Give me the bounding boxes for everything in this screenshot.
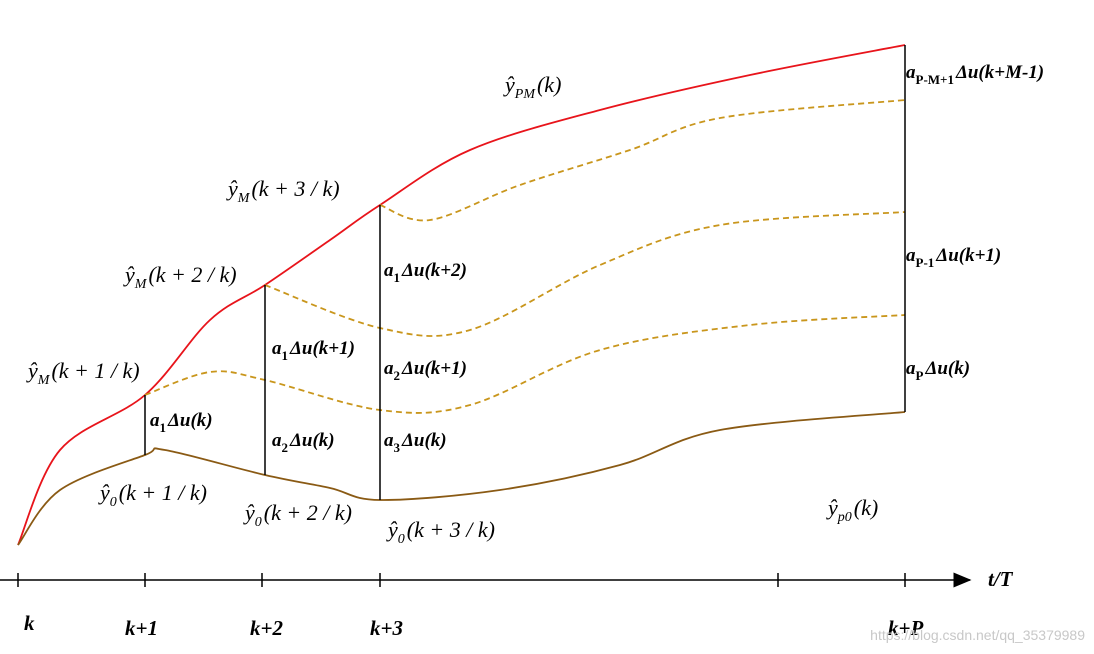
axis-label: t/T (988, 567, 1014, 591)
label-base: a (272, 430, 282, 451)
math-label: ŷM(k + 3 / k) (226, 176, 340, 206)
label-base: a (906, 358, 916, 379)
label-rest: Δu(k) (289, 430, 335, 451)
increment-label: a1 Δu(k+1) (272, 338, 355, 363)
label-base: a (272, 338, 282, 359)
increment-label: aP Δu(k) (906, 358, 970, 383)
label-subscript: p0 (837, 510, 852, 525)
label-rest: Δu(k+1) (935, 245, 1001, 266)
tick-label: k+2 (250, 616, 283, 640)
label-rest: (k) (537, 72, 561, 97)
label-rest: (k) (854, 495, 878, 520)
increment-label: a2 Δu(k) (272, 430, 335, 455)
label-base: ŷ (98, 480, 110, 505)
math-label: ŷPM(k) (503, 72, 561, 102)
label-base: a (150, 410, 160, 431)
label-rest: Δu(k) (401, 430, 447, 451)
label-base: a (906, 245, 916, 266)
label-base: ŷ (26, 358, 38, 383)
dashed-curve (144, 314, 906, 414)
label-subscript: PM (514, 87, 537, 102)
predicted-curve (17, 44, 906, 546)
label-subscript: P (916, 368, 924, 383)
math-label: ŷM(k + 1 / k) (26, 358, 140, 388)
label-rest: Δu(k) (167, 410, 213, 431)
increment-label: a3 Δu(k) (384, 430, 447, 455)
label-base: a (384, 260, 394, 281)
tick-label: k+1 (125, 616, 158, 640)
dashed-curve (264, 211, 906, 337)
dashed-curve (379, 99, 906, 222)
increment-label: aP-M+1 Δu(k+M-1) (906, 62, 1044, 87)
label-subscript: M (37, 373, 51, 388)
label-subscript: 0 (255, 515, 262, 530)
label-rest: (k + 1 / k) (51, 358, 139, 383)
label-base: ŷ (123, 262, 135, 287)
label-rest: (k + 2 / k) (264, 500, 352, 525)
label-subscript: 1 (282, 348, 289, 363)
label-rest: (k + 3 / k) (407, 517, 495, 542)
label-rest: (k + 2 / k) (148, 262, 236, 287)
tick-label: k (24, 611, 35, 635)
initial-curve (17, 411, 906, 546)
label-rest: (k + 1 / k) (119, 480, 207, 505)
axis-ticks (17, 573, 906, 587)
label-base: ŷ (826, 495, 838, 520)
label-rest: Δu(k+M-1) (955, 62, 1044, 83)
label-base: a (384, 358, 394, 379)
label-base: a (906, 62, 916, 83)
label-base: ŷ (226, 176, 238, 201)
math-label: ŷ0(k + 3 / k) (386, 517, 495, 547)
increment-label: a2 Δu(k+1) (384, 358, 467, 383)
math-label: ŷM(k + 2 / k) (123, 262, 237, 292)
label-base: a (384, 430, 394, 451)
label-subscript: 0 (398, 532, 405, 547)
increment-label: a1 Δu(k+2) (384, 260, 467, 285)
label-subscript: 2 (282, 440, 289, 455)
label-rest: (k + 3 / k) (251, 176, 339, 201)
label-subscript: 1 (160, 420, 167, 435)
label-subscript: 2 (394, 368, 401, 383)
label-rest: Δu(k+1) (289, 338, 355, 359)
label-rest: Δu(k+1) (401, 358, 467, 379)
increment-label: aP-1 Δu(k+1) (906, 245, 1001, 270)
increment-label: a1 Δu(k) (150, 410, 213, 435)
label-subscript: P-1 (916, 255, 935, 270)
label-base: ŷ (243, 500, 255, 525)
label-subscript: M (237, 191, 251, 206)
label-subscript: M (134, 277, 148, 292)
label-subscript: 3 (394, 440, 401, 455)
watermark: https://blog.csdn.net/qq_35379989 (870, 627, 1085, 643)
math-label: ŷp0(k) (826, 495, 878, 525)
label-subscript: 1 (394, 270, 401, 285)
math-label: ŷ0(k + 1 / k) (98, 480, 207, 510)
label-base: ŷ (386, 517, 398, 542)
label-subscript: P-M+1 (916, 72, 954, 87)
label-subscript: 0 (110, 495, 117, 510)
tick-label: k+3 (370, 616, 403, 640)
label-base: ŷ (503, 72, 515, 97)
tick-label: k+P (888, 616, 923, 640)
label-rest: Δu(k) (924, 358, 970, 379)
label-rest: Δu(k+2) (401, 260, 467, 281)
math-label: ŷ0(k + 2 / k) (243, 500, 352, 530)
